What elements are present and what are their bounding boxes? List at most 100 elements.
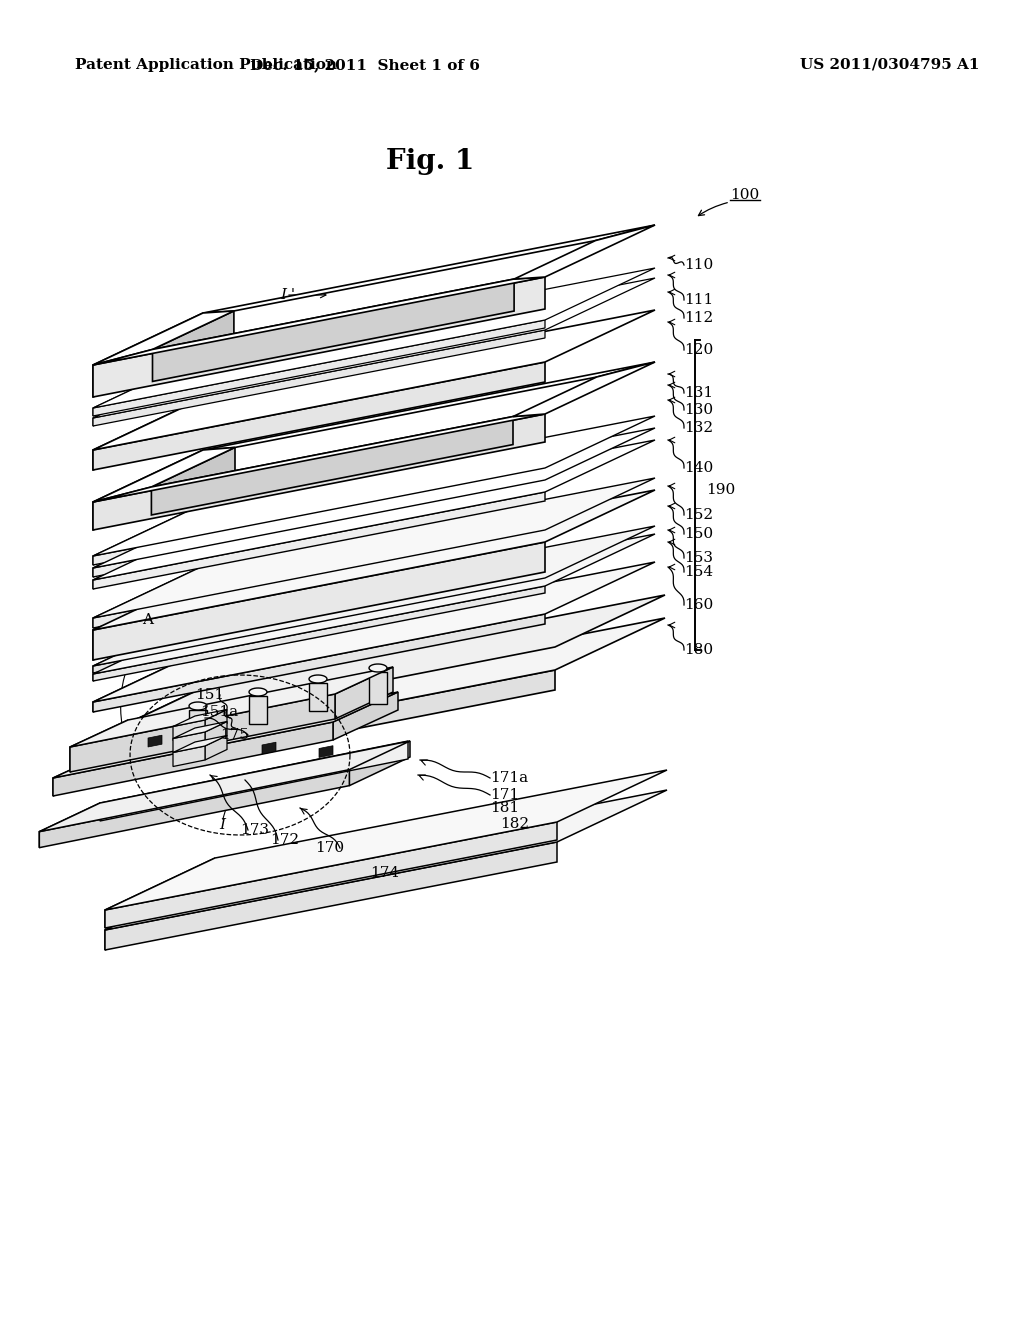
Text: 150: 150 bbox=[684, 527, 713, 541]
Polygon shape bbox=[205, 722, 227, 746]
Text: 171a: 171a bbox=[490, 771, 528, 785]
Polygon shape bbox=[173, 733, 205, 752]
Polygon shape bbox=[93, 566, 203, 628]
Text: 131: 131 bbox=[684, 385, 713, 400]
Polygon shape bbox=[93, 614, 203, 673]
Polygon shape bbox=[105, 789, 667, 931]
Polygon shape bbox=[152, 417, 513, 515]
Polygon shape bbox=[189, 710, 207, 738]
Polygon shape bbox=[103, 595, 665, 735]
Polygon shape bbox=[100, 741, 408, 821]
Text: 174: 174 bbox=[371, 866, 399, 880]
Text: 130: 130 bbox=[684, 403, 713, 417]
Text: 182: 182 bbox=[500, 817, 529, 832]
Text: Fig. 1: Fig. 1 bbox=[386, 148, 474, 176]
Text: 180: 180 bbox=[684, 643, 713, 657]
Polygon shape bbox=[93, 504, 203, 565]
Polygon shape bbox=[93, 330, 545, 426]
Polygon shape bbox=[93, 649, 203, 711]
Text: 112: 112 bbox=[684, 312, 714, 325]
Polygon shape bbox=[39, 803, 100, 847]
Polygon shape bbox=[93, 428, 655, 568]
Text: Dec. 15, 2011  Sheet 1 of 6: Dec. 15, 2011 Sheet 1 of 6 bbox=[250, 58, 480, 73]
Polygon shape bbox=[93, 516, 203, 577]
Polygon shape bbox=[93, 277, 545, 397]
Polygon shape bbox=[249, 688, 267, 696]
Polygon shape bbox=[93, 399, 203, 470]
Polygon shape bbox=[335, 667, 393, 719]
Polygon shape bbox=[369, 664, 387, 672]
Polygon shape bbox=[39, 741, 410, 832]
Polygon shape bbox=[93, 492, 545, 589]
Polygon shape bbox=[173, 710, 227, 726]
Polygon shape bbox=[70, 694, 335, 772]
Polygon shape bbox=[70, 667, 393, 747]
Text: 151a: 151a bbox=[200, 705, 239, 719]
Polygon shape bbox=[93, 447, 234, 502]
Polygon shape bbox=[105, 842, 557, 950]
Polygon shape bbox=[93, 614, 545, 711]
Text: A: A bbox=[142, 612, 154, 627]
Polygon shape bbox=[513, 362, 655, 417]
Text: 132: 132 bbox=[684, 421, 713, 436]
Text: 172: 172 bbox=[270, 833, 299, 847]
Polygon shape bbox=[93, 578, 203, 660]
Text: 153: 153 bbox=[684, 550, 713, 565]
Polygon shape bbox=[173, 746, 205, 767]
Polygon shape bbox=[93, 416, 655, 556]
Polygon shape bbox=[93, 268, 655, 408]
Polygon shape bbox=[105, 770, 667, 909]
Polygon shape bbox=[93, 528, 203, 589]
Polygon shape bbox=[93, 531, 545, 628]
Polygon shape bbox=[70, 719, 128, 772]
Polygon shape bbox=[53, 722, 333, 796]
Polygon shape bbox=[93, 622, 203, 681]
Text: 140: 140 bbox=[684, 461, 714, 475]
Text: 171: 171 bbox=[490, 788, 519, 803]
Text: 151: 151 bbox=[195, 688, 224, 702]
Polygon shape bbox=[205, 710, 227, 734]
Text: I: I bbox=[219, 818, 225, 832]
Text: Patent Application Publication: Patent Application Publication bbox=[75, 58, 337, 73]
Text: 110: 110 bbox=[684, 257, 714, 272]
Polygon shape bbox=[105, 878, 215, 950]
Polygon shape bbox=[53, 692, 398, 777]
Polygon shape bbox=[93, 366, 203, 426]
Polygon shape bbox=[103, 647, 555, 755]
Polygon shape bbox=[103, 682, 213, 755]
Polygon shape bbox=[153, 312, 233, 381]
Polygon shape bbox=[173, 735, 227, 752]
Polygon shape bbox=[319, 746, 333, 758]
Polygon shape bbox=[93, 543, 545, 660]
Polygon shape bbox=[93, 356, 203, 416]
Polygon shape bbox=[514, 224, 655, 279]
Polygon shape bbox=[103, 671, 555, 777]
Polygon shape bbox=[93, 535, 655, 675]
Polygon shape bbox=[349, 741, 410, 785]
Text: 120: 120 bbox=[684, 343, 714, 356]
Polygon shape bbox=[39, 770, 349, 847]
Polygon shape bbox=[205, 739, 219, 751]
Polygon shape bbox=[148, 735, 162, 747]
Polygon shape bbox=[93, 562, 655, 702]
Polygon shape bbox=[93, 362, 545, 470]
Polygon shape bbox=[93, 313, 203, 397]
Polygon shape bbox=[262, 742, 276, 754]
Polygon shape bbox=[93, 277, 545, 366]
Text: 170: 170 bbox=[315, 841, 344, 855]
Polygon shape bbox=[93, 414, 545, 531]
Polygon shape bbox=[309, 675, 327, 682]
Text: I ': I ' bbox=[280, 288, 295, 302]
Polygon shape bbox=[93, 312, 233, 366]
Polygon shape bbox=[93, 414, 545, 502]
Text: 160: 160 bbox=[684, 598, 714, 612]
Polygon shape bbox=[369, 672, 387, 704]
Polygon shape bbox=[93, 469, 545, 565]
Polygon shape bbox=[93, 578, 545, 673]
Polygon shape bbox=[103, 706, 213, 777]
Polygon shape bbox=[93, 478, 655, 618]
Polygon shape bbox=[93, 450, 203, 531]
Polygon shape bbox=[53, 748, 118, 796]
Polygon shape bbox=[203, 362, 655, 450]
Polygon shape bbox=[93, 310, 655, 450]
